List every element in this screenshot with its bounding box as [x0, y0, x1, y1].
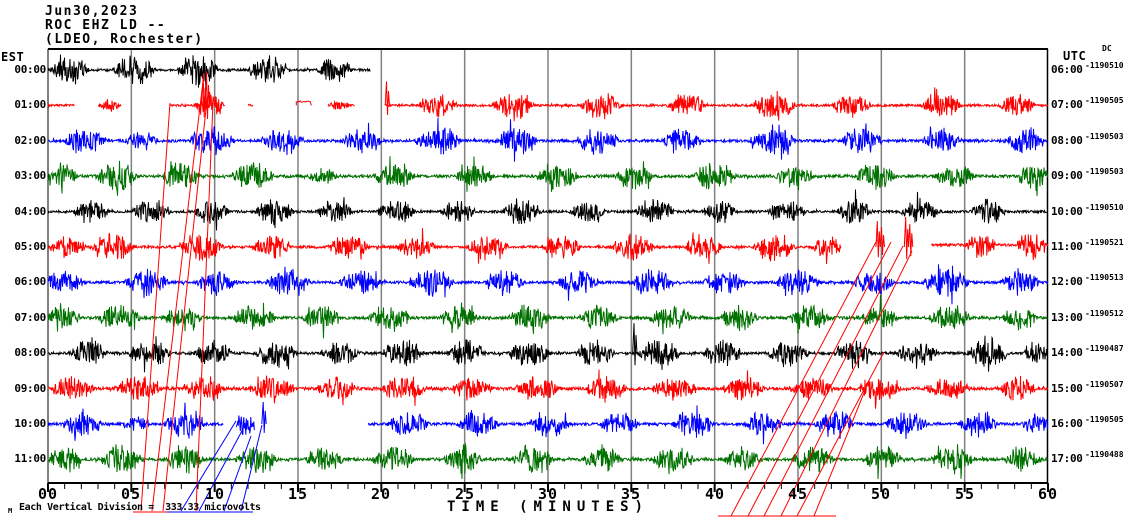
dc-value: -1190505: [1085, 415, 1124, 424]
x-tick-label: 55: [954, 485, 976, 503]
utc-hour-label: 11:00: [1051, 240, 1083, 253]
x-tick-label: 35: [620, 485, 642, 503]
utc-hour-label: 08:00: [1051, 134, 1083, 147]
trace-row-09-00: [47, 369, 1048, 409]
utc-hour-label: 07:00: [1051, 98, 1083, 111]
x-tick-label: 20: [370, 485, 392, 503]
utc-hour-label: 16:00: [1051, 417, 1083, 430]
est-hour-label: 00:00: [14, 63, 46, 76]
x-tick-label: 15: [287, 485, 309, 503]
trace-row-10-00: [47, 401, 1048, 445]
plot-grid: [47, 48, 1049, 484]
dc-value: -1190503: [1085, 132, 1124, 141]
est-hour-label: 11:00: [14, 452, 46, 465]
est-hour-label: 02:00: [14, 134, 46, 147]
dc-value: -1190503: [1085, 167, 1124, 176]
x-tick-label: 30: [537, 485, 559, 503]
est-hour-label: 07:00: [14, 311, 46, 324]
x-axis-title: TIME (MINUTES): [446, 499, 649, 515]
dc-value: -1190512: [1085, 309, 1124, 318]
right-timezone-label: UTC: [1063, 49, 1087, 63]
x-tick-label: 40: [704, 485, 726, 503]
trace-row-06-00: [47, 264, 1048, 305]
utc-hour-label: 10:00: [1051, 205, 1083, 218]
x-tick-label: 25: [454, 485, 476, 503]
x-tick-label: 45: [787, 485, 809, 503]
utc-hour-label: 13:00: [1051, 311, 1083, 324]
est-hour-label: 04:00: [14, 205, 46, 218]
dc-value: -1190505: [1085, 96, 1124, 105]
utc-hour-label: 15:00: [1051, 382, 1083, 395]
x-tick-label: 50: [870, 485, 892, 503]
dc-value: -1190507: [1085, 380, 1124, 389]
trace-row-03-00: [47, 156, 1048, 197]
footer-scale-text: Each Vertical Division = 333.33 microvol…: [19, 502, 261, 513]
utc-hour-label: 12:00: [1051, 275, 1083, 288]
dc-value: -1190510: [1085, 61, 1124, 70]
utc-hour-label: 17:00: [1051, 452, 1083, 465]
est-hour-label: 05:00: [14, 240, 46, 253]
trace-row-00-00: [47, 54, 371, 91]
trace-row-08-00: [47, 323, 1048, 373]
dc-value: -1190521: [1085, 238, 1124, 247]
header-date: Jun30,2023: [45, 4, 139, 19]
est-hour-label: 10:00: [14, 417, 46, 430]
trace-row-11-00: [47, 443, 1048, 480]
utc-hour-label: 14:00: [1051, 346, 1083, 359]
trace-row-04-00: [47, 189, 1048, 231]
est-hour-label: 09:00: [14, 382, 46, 395]
x-tick-label: 10: [204, 485, 226, 503]
header-station: ROC EHZ LD --: [45, 18, 167, 33]
dc-value: -1190513: [1085, 273, 1124, 282]
x-tick-label: 60: [1037, 485, 1059, 503]
left-timezone-label: EST: [1, 50, 25, 64]
footer-tiny-glyph: M: [8, 507, 13, 515]
trace-row-05-00: [47, 216, 1049, 265]
header-location: (LDEO, Rochester): [45, 32, 204, 47]
x-axis-ticks: [47, 483, 1049, 492]
est-hour-label: 06:00: [14, 275, 46, 288]
x-tick-label: 05: [120, 485, 142, 503]
est-hour-label: 08:00: [14, 346, 46, 359]
x-tick-label: 00: [37, 485, 59, 503]
event-marker-lines: [133, 72, 913, 517]
trace-row-07-00: [47, 294, 1048, 339]
est-hour-label: 03:00: [14, 169, 46, 182]
trace-row-02-00: [47, 117, 1048, 162]
dc-value: -1190487: [1085, 344, 1124, 353]
est-hour-label: 01:00: [14, 98, 46, 111]
utc-hour-label: 06:00: [1051, 63, 1083, 76]
dc-value: -1190488: [1085, 450, 1124, 459]
dc-header-label: DC: [1102, 44, 1112, 53]
dc-value: -1190510: [1085, 203, 1124, 212]
utc-hour-label: 09:00: [1051, 169, 1083, 182]
